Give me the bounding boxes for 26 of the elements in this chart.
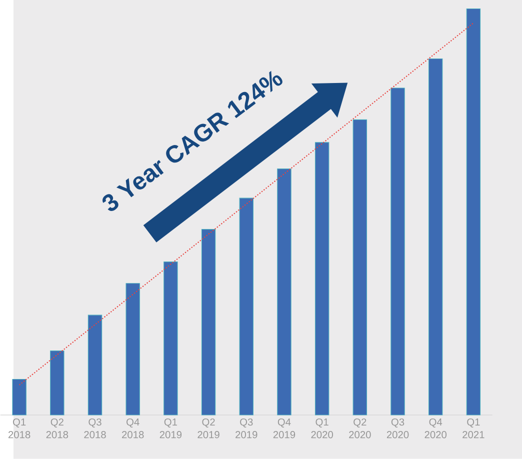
x-tick-label: Q2 2018: [46, 418, 68, 438]
x-tick-label: Q1 2018: [8, 418, 30, 438]
bar: [314, 142, 330, 416]
x-tick-label: Q2 2019: [198, 418, 220, 438]
bar: [164, 262, 178, 416]
x-tick-label: Q4 2019: [273, 418, 296, 438]
bar: [352, 119, 368, 416]
bar: [201, 229, 216, 416]
x-tick-label: Q1 2019: [160, 418, 182, 438]
x-tick-label: Q1 2020: [311, 418, 333, 438]
bar: [428, 58, 443, 416]
bar: [466, 8, 481, 416]
bar: [126, 283, 140, 416]
bar: [88, 314, 102, 416]
x-tick-label: Q4 2020: [424, 418, 447, 438]
bar: [12, 379, 26, 416]
x-tick-label: Q3 2018: [84, 418, 106, 438]
bar: [390, 88, 405, 416]
bar: [277, 168, 292, 416]
x-tick-label: Q3 2020: [386, 418, 409, 438]
x-tick-label: Q3 2019: [236, 418, 258, 438]
bar: [50, 350, 64, 416]
x-tick-label: Q2 2020: [349, 418, 371, 438]
x-tick-label: Q4 2018: [122, 418, 144, 438]
bar: [239, 198, 254, 416]
x-tick-label: Q1 2021: [462, 418, 484, 438]
